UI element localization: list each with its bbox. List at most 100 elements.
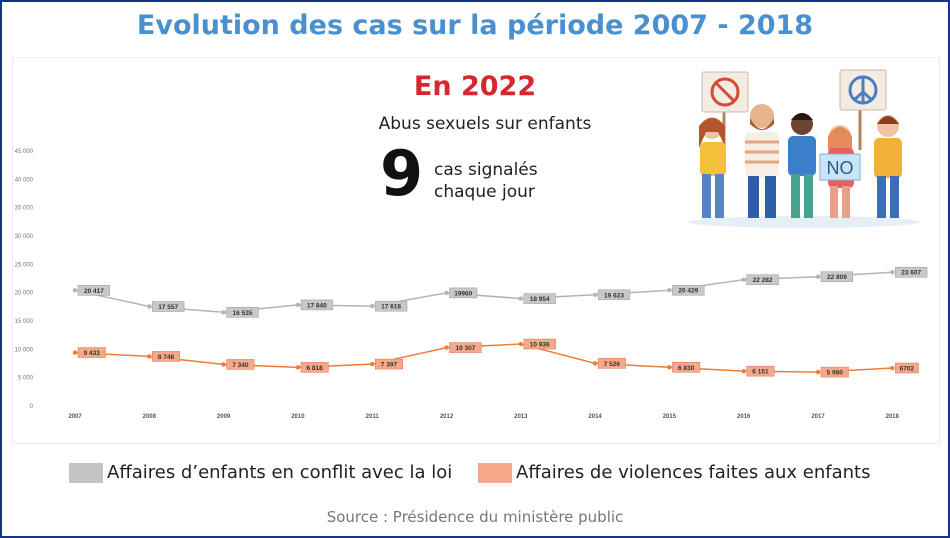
data-point [444,345,449,350]
x-tick-label: 2013 [514,414,528,420]
x-tick-label: 2016 [737,414,751,420]
data-label: 19960 [454,290,472,297]
data-label: 6 818 [307,365,324,372]
y-tick-label: 30 000 [15,234,34,240]
data-label-box [746,365,775,377]
data-point [890,270,895,275]
data-label-box [300,299,333,311]
data-label: 19 623 [604,292,624,299]
data-label-box [449,287,478,299]
page-title: Evolution des cas sur la période 2007 - … [136,10,814,41]
data-point [741,368,746,374]
data-label-box [226,307,259,318]
data-point [295,365,301,370]
data-label: 23 607 [901,270,921,277]
data-label-box [820,366,849,378]
data-label-box [895,266,928,278]
x-tick-label: 2018 [886,414,900,420]
data-point [295,302,301,308]
y-tick-label: 45 000 [15,149,34,155]
data-label: 6702 [900,366,915,373]
data-label: 6 151 [752,369,769,376]
x-tick-label: 2012 [440,414,454,420]
chart-legend: Affaires d’enfants en conflit avec la lo… [0,462,950,488]
data-label: 20 429 [678,288,698,295]
data-label-box [672,284,705,296]
data-label-box [449,342,482,353]
y-tick-label: 15 000 [15,319,34,325]
data-label-box [746,274,779,285]
data-point [147,354,152,359]
data-label-box [523,293,556,304]
data-label-box [374,300,408,312]
data-point [890,365,895,371]
data-label-box [152,351,181,362]
chart-panel [12,57,940,444]
data-label: 20 417 [84,288,104,295]
data-point [667,288,672,293]
series-layer: 20 417 17 557 16 535 17 840 17 618 19960 18 95… [72,266,928,378]
y-tick-label: 0 [30,404,34,410]
x-tick-label: 2008 [143,414,157,420]
highlight-year: En 2022 [413,71,537,102]
data-label-box [226,359,255,370]
x-axis: 2007 2008 2009 2010 2011 2012 2013 2014 2015 2016… [68,414,899,420]
data-label: 6 830 [678,365,695,372]
data-label: 22 282 [753,277,773,284]
legend-label-violence: Affaires de violences faites aux enfants [516,462,871,483]
legend-swatch-orange [478,462,512,483]
x-tick-label: 2010 [291,414,305,420]
data-label: 10 307 [455,345,475,352]
source-note: Source : Présidence du ministère public [326,508,624,526]
caption-line-1: cas signalés [434,160,538,180]
data-label: 7 397 [381,362,398,369]
protest-crowd-illustration-icon: NO [688,69,920,228]
data-label: 9 433 [84,350,101,357]
daily-cases-number: 9 [380,137,424,210]
data-label-box [820,271,854,282]
data-label-box [895,362,919,374]
data-point [72,288,78,293]
highlight-subtitle: Abus sexuels sur enfants [378,114,592,134]
data-label-box [523,338,556,350]
data-label: 8 748 [158,354,175,361]
data-point [592,292,598,298]
data-point [221,310,226,315]
data-label: 17 618 [381,304,401,311]
x-tick-label: 2007 [68,414,82,420]
x-tick-label: 2009 [217,414,231,420]
data-point [815,274,821,279]
data-point [815,369,821,375]
legend-swatch-gray [69,462,103,483]
data-point [518,296,523,301]
y-tick-label: 5 000 [18,376,34,382]
y-tick-label: 10 000 [15,347,34,353]
y-tick-label: 20 000 [15,291,34,297]
data-point [370,303,375,309]
data-point [592,361,598,366]
data-label-box [152,301,185,312]
data-label: 7 526 [604,361,621,368]
data-label-box [597,289,631,301]
y-tick-label: 25 000 [15,262,34,268]
legend-item-violence: Affaires de violences faites aux enfants [478,462,870,483]
data-label: 5 980 [827,370,844,377]
legend-item-conflict: Affaires d’enfants en conflit avec la lo… [69,462,452,483]
data-point [741,277,746,282]
data-label-box [597,358,626,369]
caption-line-2: chaque jour [434,182,535,202]
data-label: 17 840 [307,302,327,309]
data-point [370,361,375,367]
data-point [72,350,78,355]
x-tick-label: 2014 [588,414,602,420]
y-tick-label: 35 000 [15,206,34,212]
data-point [221,362,226,367]
daily-cases-caption: cas signalés chaque jour [434,159,538,203]
data-label: 18 954 [530,296,550,303]
data-label-box [672,362,701,373]
data-label-box [300,362,329,373]
legend-label-conflict: Affaires d’enfants en conflit avec la lo… [107,462,453,483]
data-label-box [374,358,403,370]
x-tick-label: 2015 [663,414,677,420]
